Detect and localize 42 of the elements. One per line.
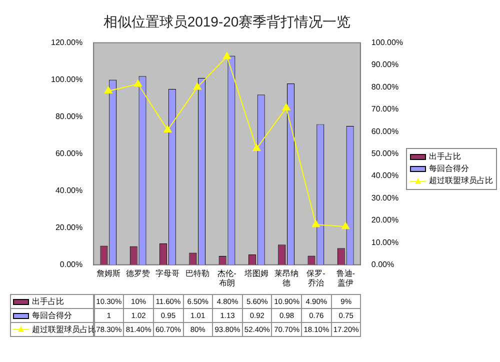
y-tick-label: 40.00% bbox=[55, 186, 83, 196]
y2-tick-label: 30.00% bbox=[371, 193, 399, 202]
chart-title: 相似位置球员2019-20赛季背打情况一览 bbox=[103, 13, 351, 30]
y2-tick-label: 0.00% bbox=[371, 260, 394, 270]
y-tick-label: 0.00% bbox=[60, 260, 83, 270]
legend-label: 超过联盟球员占比 bbox=[429, 175, 493, 187]
x-tick-label: 字母哥 bbox=[156, 268, 180, 278]
point bbox=[134, 80, 142, 87]
x-tick-label: 莱昂纳德 bbox=[274, 268, 298, 288]
point bbox=[193, 82, 202, 90]
legend-label: 出手占比 bbox=[32, 296, 64, 307]
point bbox=[104, 86, 112, 94]
text: 出手占比 bbox=[429, 152, 461, 161]
y2-tick-label: 80.00% bbox=[371, 82, 399, 92]
legend-label: 每回合得分 bbox=[32, 310, 72, 321]
x-tick-label: 巴特勒 bbox=[185, 268, 210, 278]
x-tick-label: 塔图姆 bbox=[244, 268, 269, 278]
text: 每回合得分 bbox=[429, 164, 469, 173]
y2-tick-label: 90.00% bbox=[371, 60, 399, 70]
y2-tick-label: 70.00% bbox=[371, 104, 399, 114]
x-tick-label: 保罗-乔治 bbox=[306, 268, 326, 288]
x-tick-label: 德罗赞 bbox=[126, 268, 150, 278]
point bbox=[252, 144, 261, 151]
point bbox=[164, 126, 172, 133]
y2-tick-label: 50.00% bbox=[371, 149, 399, 158]
y2-tick-label: 60.00% bbox=[371, 126, 399, 136]
y2-tick-label: 10.00% bbox=[371, 238, 399, 247]
y-tick-label: 20.00% bbox=[55, 223, 83, 232]
y-tick-label: 120.00% bbox=[50, 38, 83, 48]
y2-tick-label: 40.00% bbox=[371, 171, 399, 180]
x-tick-label: 詹姆斯 bbox=[96, 268, 120, 278]
point bbox=[342, 222, 350, 230]
y2-tick-label: 20.00% bbox=[371, 216, 399, 225]
y2-tick-label: 100.00% bbox=[371, 38, 404, 48]
point bbox=[282, 103, 290, 110]
y-tick-label: 80.00% bbox=[55, 112, 83, 122]
point bbox=[223, 52, 231, 60]
y-tick-label: 60.00% bbox=[55, 149, 83, 158]
x-tick-label: 杰伦-布朗 bbox=[218, 268, 237, 288]
point bbox=[312, 220, 320, 228]
x-tick-label: 鲁迪-盖伊 bbox=[336, 268, 356, 288]
y-tick-label: 100.00% bbox=[50, 75, 83, 84]
